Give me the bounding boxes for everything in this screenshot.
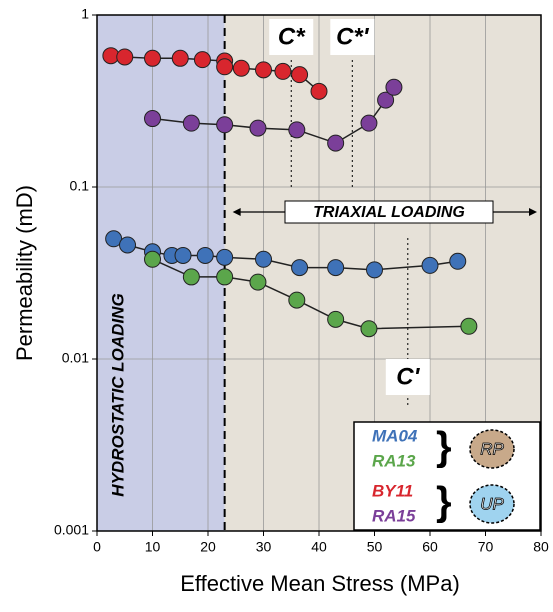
critical-label: C* xyxy=(278,23,306,50)
legend-icon-label: RP xyxy=(480,439,504,458)
x-tick-label: 80 xyxy=(533,539,549,555)
data-point xyxy=(327,310,345,328)
legend-icon xyxy=(469,484,515,524)
data-point xyxy=(366,261,383,279)
data-point xyxy=(310,82,328,100)
y-tick-label: 1 xyxy=(81,6,89,22)
data-point xyxy=(274,62,292,80)
legend-entry: MA04 xyxy=(372,426,418,445)
data-point xyxy=(288,121,306,139)
data-point xyxy=(360,114,378,132)
data-point xyxy=(174,246,192,264)
y-tick-label: 0.001 xyxy=(54,522,89,538)
data-point xyxy=(249,119,267,137)
data-point xyxy=(377,91,395,109)
data-point xyxy=(327,134,345,152)
critical-label: C*' xyxy=(336,23,370,50)
data-point xyxy=(291,259,309,277)
data-point xyxy=(116,48,134,66)
legend-entry: RA13 xyxy=(372,451,416,470)
critical-label: C' xyxy=(396,363,420,390)
y-tick-label: 0.01 xyxy=(62,350,89,366)
data-point xyxy=(216,248,234,266)
triaxial-label-box xyxy=(284,200,494,224)
legend-entry: BY11 xyxy=(372,481,413,500)
legend-entry: RA15 xyxy=(372,506,416,525)
data-point xyxy=(144,110,161,128)
data-point xyxy=(196,246,214,264)
data-point xyxy=(255,61,272,79)
data-point xyxy=(327,259,345,277)
data-point xyxy=(216,116,234,134)
data-point xyxy=(288,291,306,309)
legend-icon-label: UP xyxy=(480,494,504,513)
x-tick-label: 10 xyxy=(145,539,161,555)
data-point xyxy=(119,236,137,254)
data-point xyxy=(460,317,478,335)
data-point xyxy=(216,268,234,286)
legend-brace: } xyxy=(436,480,452,524)
data-point xyxy=(171,49,189,67)
y-tick-label: 0.1 xyxy=(70,178,90,194)
data-point xyxy=(291,66,309,84)
data-point xyxy=(449,252,467,270)
data-point xyxy=(105,230,123,248)
data-point xyxy=(182,114,200,132)
data-point xyxy=(216,58,234,76)
x-tick-label: 40 xyxy=(311,539,327,555)
data-point xyxy=(360,320,378,338)
data-point xyxy=(182,268,200,286)
legend-icon xyxy=(469,429,515,469)
data-point xyxy=(421,256,439,274)
x-tick-label: 30 xyxy=(256,539,272,555)
critical-label-box xyxy=(385,359,430,395)
x-tick-label: 70 xyxy=(478,539,494,555)
data-point xyxy=(255,250,272,268)
data-point xyxy=(144,250,161,268)
data-point xyxy=(385,78,403,96)
hydrostatic-region xyxy=(97,15,225,531)
data-point xyxy=(249,273,267,291)
hydrostatic-label: HYDROSTATIC LOADING xyxy=(108,293,127,496)
x-tick-label: 20 xyxy=(200,539,216,555)
x-tick-label: 60 xyxy=(422,539,438,555)
y-axis-label: Permeability (mD) xyxy=(12,185,37,361)
critical-label-box xyxy=(330,19,375,55)
data-point xyxy=(193,51,211,69)
x-tick-label: 0 xyxy=(93,539,101,555)
critical-label-box xyxy=(269,19,314,55)
data-point xyxy=(144,49,161,67)
x-axis-label: Effective Mean Stress (MPa) xyxy=(180,571,460,596)
legend-brace: } xyxy=(436,425,452,469)
data-point xyxy=(232,59,250,77)
x-tick-label: 50 xyxy=(367,539,383,555)
triaxial-label: TRIAXIAL LOADING xyxy=(313,204,465,221)
